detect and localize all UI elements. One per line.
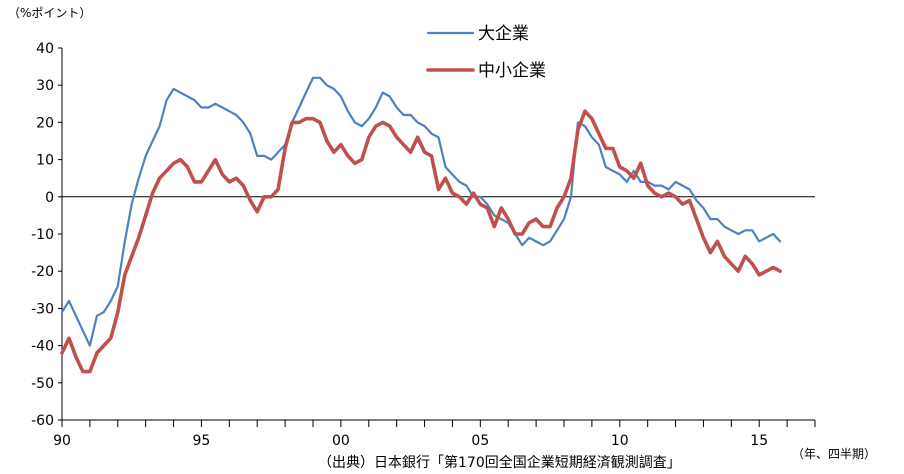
x-tick-label: 10 <box>611 433 629 449</box>
y-axis: 40 30 20 10 0 -10 -20 -30 -40 -50 -60 <box>31 41 63 429</box>
x-tick-label: 05 <box>471 433 489 449</box>
x-axis: 90 95 00 05 10 15 <box>53 419 816 449</box>
y-tick-label: -40 <box>31 339 54 355</box>
y-tick-label: -30 <box>31 301 54 317</box>
source-note: （出典）日本銀行「第170回全国企業短期経済観測調査」 <box>318 455 681 471</box>
x-tick-label: 15 <box>750 433 768 449</box>
legend-label-1: 大企業 <box>478 24 529 44</box>
y-tick-label: 40 <box>36 41 54 57</box>
y-tick-label: 10 <box>36 153 54 169</box>
y-tick-label: 0 <box>45 190 54 206</box>
y-tick-label: -50 <box>31 376 54 392</box>
x-axis-unit-label: （年、四半期） <box>792 447 877 461</box>
y-tick-label: -60 <box>31 413 54 429</box>
y-tick-label: -20 <box>31 264 54 280</box>
y-axis-unit-label: （%ポイント） <box>8 6 92 20</box>
series-line-2 <box>60 109 782 374</box>
y-tick-label: 20 <box>36 115 54 131</box>
x-tick-label: 00 <box>332 433 350 449</box>
x-tick-label: 90 <box>53 433 71 449</box>
x-tick-label: 95 <box>193 433 211 449</box>
legend-label-2: 中小企業 <box>478 61 546 81</box>
series-group <box>60 76 782 374</box>
y-tick-label: 30 <box>36 78 54 94</box>
series-line-1 <box>60 76 782 347</box>
y-tick-label: -10 <box>31 227 54 243</box>
